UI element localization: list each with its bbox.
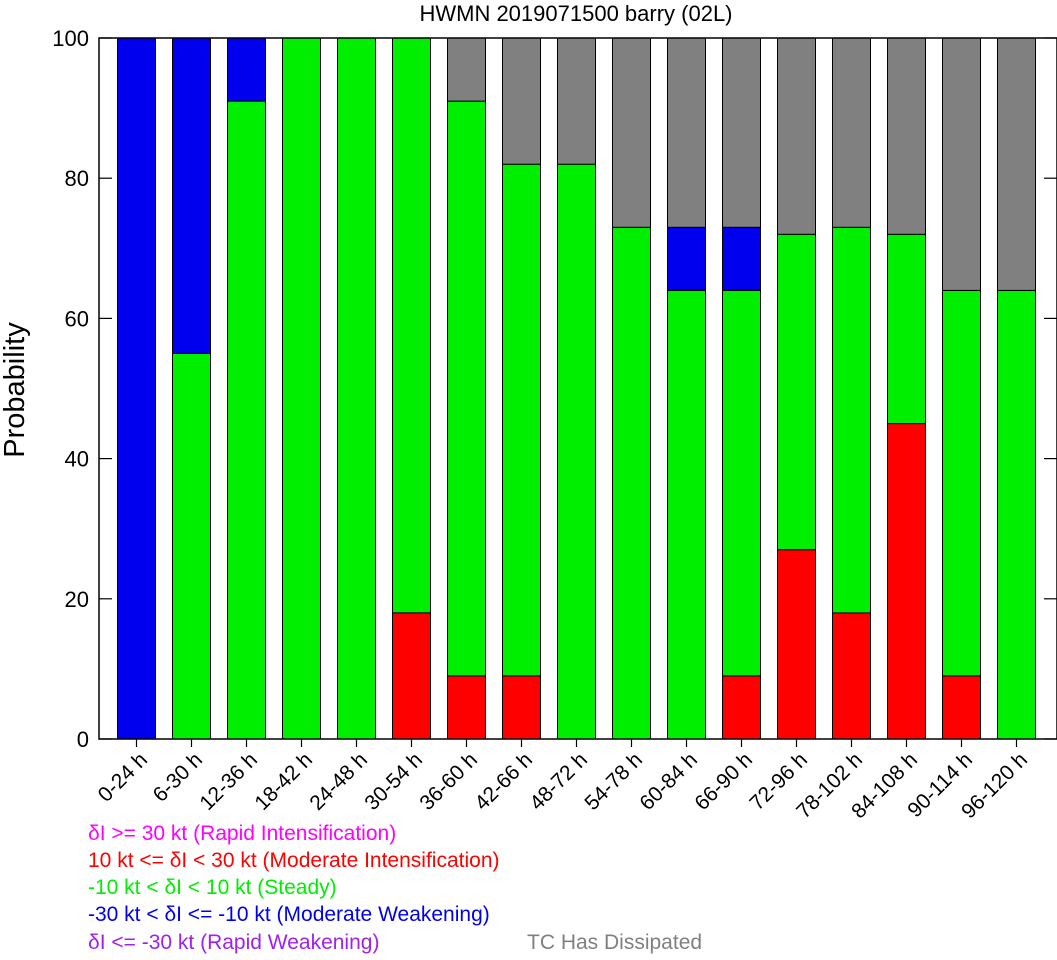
bar-segment [447, 37, 486, 102]
x-tick-label: 30-54 h [360, 748, 427, 815]
bar-segment [337, 37, 376, 740]
bar-segment [887, 37, 926, 235]
bar-segment [832, 226, 871, 614]
bar-segment [667, 37, 706, 228]
bar-segment [612, 226, 651, 740]
bar-segment [502, 37, 541, 165]
bar-segment [777, 37, 816, 235]
bar-segment [227, 100, 266, 740]
x-tick-label: 24-48 h [305, 748, 372, 815]
bar-segment [282, 37, 321, 740]
x-tick-label: 12-36 h [195, 748, 262, 815]
y-axis-label: Probability [0, 322, 31, 458]
bar-segment [502, 163, 541, 677]
bar-segment [557, 37, 596, 165]
bar-segment [887, 233, 926, 425]
bar-segment [997, 289, 1036, 740]
x-tick-label: 66-90 h [690, 748, 757, 815]
bar-segment [722, 37, 761, 228]
chart-title: HWMN 2019071500 barry (02L) [419, 1, 732, 26]
bar-segment [777, 549, 816, 740]
legend-entry: δI >= 30 kt (Rapid Intensification) [88, 822, 397, 845]
bar-segment [392, 37, 431, 614]
x-tick-label: 0-24 h [94, 748, 152, 806]
bar-segment [722, 675, 761, 740]
bars-group [117, 37, 1036, 740]
x-tick-label: 18-42 h [250, 748, 317, 815]
bar-segment [557, 163, 596, 740]
legend-entry: 10 kt <= δI < 30 kt (Moderate Intensific… [88, 849, 500, 872]
bar-segment [172, 37, 211, 354]
bar-segment [887, 423, 926, 740]
bar-segment [667, 226, 706, 291]
bar-segment [117, 37, 156, 740]
legend-entry: -10 kt < δI < 10 kt (Steady) [88, 876, 337, 899]
x-tick-label: 54-78 h [580, 748, 647, 815]
y-tick-label: 20 [65, 587, 89, 612]
bar-segment [942, 675, 981, 740]
x-tick-label: 48-72 h [525, 748, 592, 815]
y-tick-label: 60 [65, 306, 89, 331]
legend-entry: δI <= -30 kt (Rapid Weakening) [88, 931, 380, 954]
bar-segment [172, 352, 211, 740]
legend-entry: -30 kt < δI <= -10 kt (Moderate Weakenin… [88, 903, 490, 926]
bar-segment [997, 37, 1036, 291]
bar-segment [942, 289, 981, 677]
bar-segment [447, 675, 486, 740]
bar-segment [612, 37, 651, 228]
x-axis: 0-24 h6-30 h12-36 h18-42 h24-48 h30-54 h… [94, 739, 1032, 823]
legend-entry: TC Has Dissipated [527, 931, 703, 954]
bar-segment [722, 289, 761, 677]
y-tick-label: 80 [65, 166, 89, 191]
bar-segment [832, 612, 871, 740]
bar-segment [447, 100, 486, 677]
y-axis: 0 20 40 60 80 100 [52, 26, 1057, 752]
bar-segment [832, 37, 871, 228]
y-tick-label: 40 [65, 447, 89, 472]
bar-segment [392, 612, 431, 740]
x-tick-label: 60-84 h [635, 748, 702, 815]
x-tick-label: 42-66 h [470, 748, 537, 815]
plot-frame [98, 37, 1057, 740]
bar-segment [722, 226, 761, 291]
bar-segment [777, 233, 816, 551]
bar-segment [942, 37, 981, 291]
bar-segment [502, 675, 541, 740]
bar-segment [227, 37, 266, 102]
y-tick-label: 0 [77, 727, 89, 752]
y-tick-label: 100 [52, 26, 89, 51]
x-tick-label: 36-60 h [415, 748, 482, 815]
bar-segment [667, 289, 706, 740]
